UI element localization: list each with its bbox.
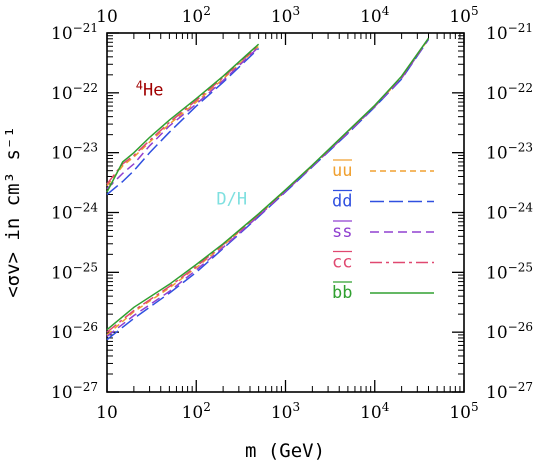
y-tick-label-left: 10−27 [51,380,98,403]
y-tick-label-left: 10−21 [51,21,98,44]
legend-label: bb [332,283,352,303]
series-uu-he [106,45,260,187]
legend-label: dd [332,192,352,212]
legend-label: ss [332,222,352,242]
x-tick-label-top: 10 [96,7,118,27]
x-tick-label-bottom: 102 [182,400,211,423]
y-tick-label-right: 10−21 [486,21,533,44]
y-tick-label-right: 10−25 [486,260,533,283]
tick-labels: 10 10 102 102 103 103 104 104 105 105 10−21 10−21 10… [51,4,533,423]
y-tick-label-right: 10−23 [486,141,533,164]
series-dd-he [106,47,260,196]
x-tick-label-bottom: 104 [360,400,390,423]
y-tick-label-left: 10−24 [51,201,98,224]
x-tick-label-bottom: 10 [96,403,118,423]
x-tick-label-top: 102 [182,4,211,27]
y-tick-label-right: 10−24 [486,201,533,224]
legend-label: cc [332,253,352,273]
series-cc-he [106,44,260,185]
x-tick-label-top: 103 [271,4,300,27]
y-tick-label-left: 10−26 [51,320,98,343]
x-tick-label-top: 104 [360,4,390,27]
legend: uu dd ss cc bb [332,159,434,303]
annotation-label: D/H [216,190,247,210]
series-bb-he [106,43,260,193]
x-tick-label-bottom: 105 [449,400,478,423]
series-ss-he [106,46,260,190]
y-tick-label-right: 10−26 [486,320,533,343]
y-tick-label-left: 10−23 [51,141,98,164]
minor-ticks [107,33,464,392]
y-axis-label: <σv> in cm³ s⁻¹ [2,126,24,298]
y-tick-label-left: 10−25 [51,260,98,283]
x-axis-label: m (GeV) [245,440,325,462]
x-tick-label-bottom: 103 [271,400,300,423]
series-layer [106,37,430,341]
y-tick-label-left: 10−22 [51,81,98,104]
series-ss-dh [106,38,430,337]
annotation-label: 4He [136,79,164,101]
y-tick-label-right: 10−27 [486,380,533,403]
series-bb-dh [106,37,430,331]
y-tick-label-right: 10−22 [486,81,533,104]
x-tick-label-top: 105 [449,4,478,27]
annotation-layer: 4He D/H [136,79,247,210]
legend-label: uu [332,161,352,181]
